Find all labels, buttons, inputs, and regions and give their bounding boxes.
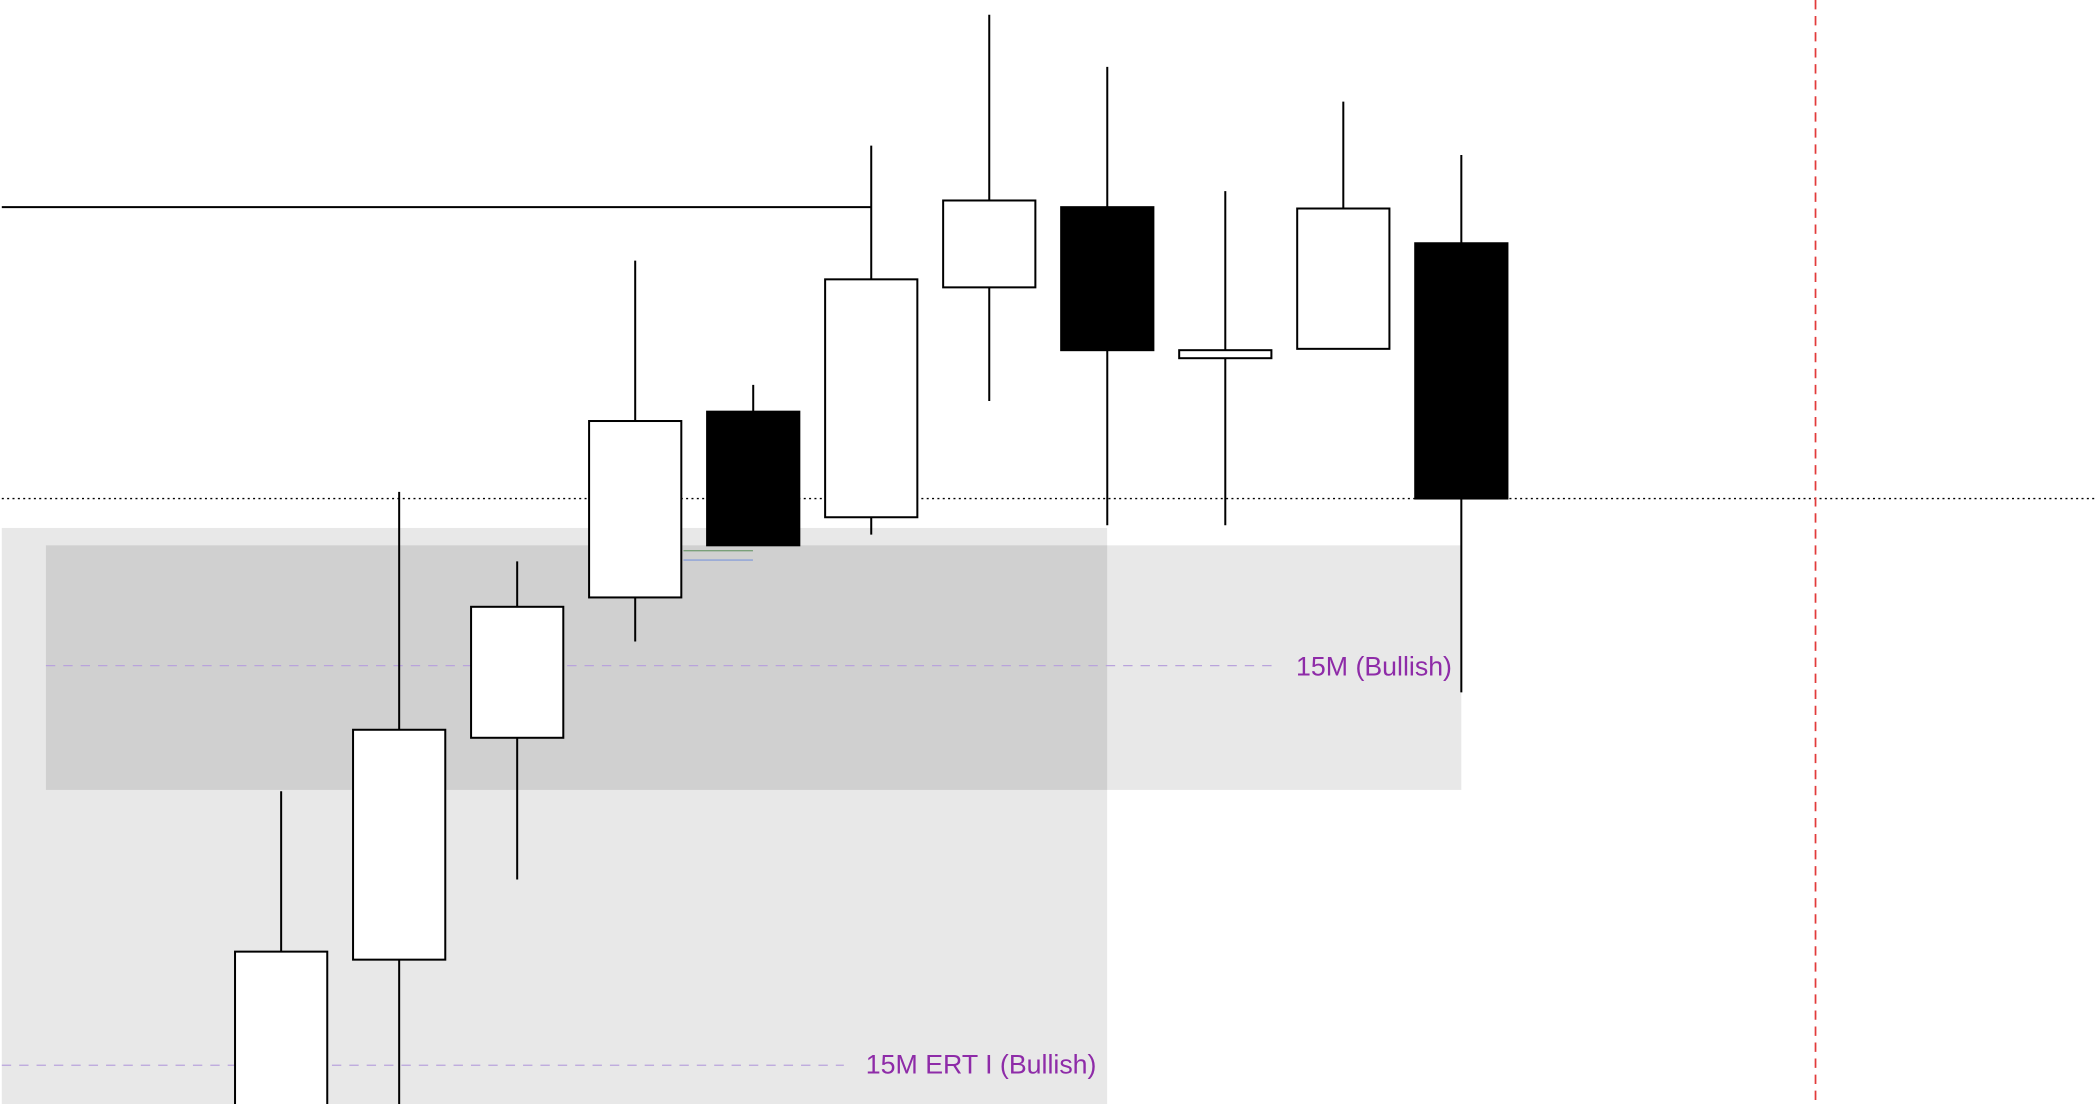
zone-label: 15M ERT I (Bullish)	[866, 1050, 1097, 1080]
candle-body	[942, 199, 1037, 289]
candle-body	[588, 420, 683, 599]
zone-overlap	[45, 545, 1108, 790]
candles	[234, 14, 1509, 1104]
candle-body	[824, 278, 919, 519]
candle-body	[352, 728, 447, 961]
candle-body	[1414, 242, 1509, 500]
candle-body	[1178, 349, 1273, 360]
candle-body	[1296, 207, 1391, 350]
candle-body	[234, 950, 329, 1104]
candle-body	[1060, 206, 1155, 352]
candle-body	[706, 410, 801, 547]
candle-body	[470, 605, 565, 739]
zone-label: 15M (Bullish)	[1296, 651, 1452, 681]
